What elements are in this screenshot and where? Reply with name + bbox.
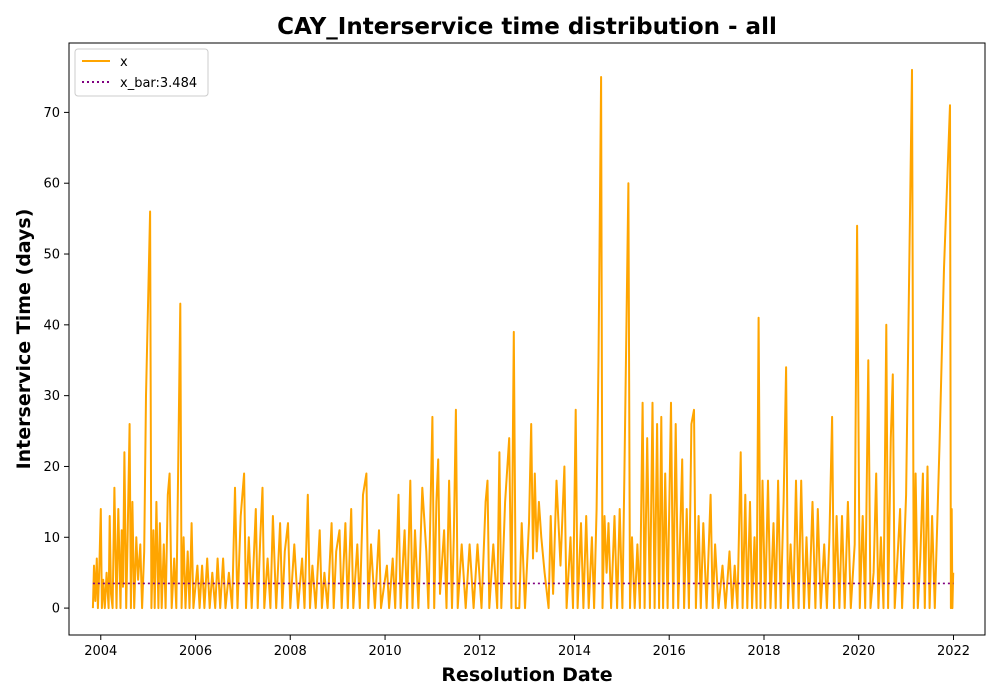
legend-label-x-bar: x_bar:3.484 (120, 76, 197, 91)
y-tick-label: 60 (43, 177, 60, 192)
chart-title: CAY_Interservice time distribution - all (277, 14, 777, 40)
y-tick-label: 30 (43, 389, 60, 404)
y-tick-label: 10 (43, 531, 60, 546)
x-tick-label: 2014 (558, 644, 591, 659)
x-tick-label: 2016 (653, 644, 686, 659)
y-tick-label: 0 (52, 602, 60, 617)
x-tick-label: 2012 (463, 644, 496, 659)
x-tick-label: 2004 (84, 644, 117, 659)
y-tick-label: 50 (43, 248, 60, 263)
legend-label-x: x (120, 55, 128, 70)
x-axis-label: Resolution Date (441, 664, 612, 686)
y-tick-label: 20 (43, 460, 60, 475)
y-tick-label: 40 (43, 318, 60, 333)
x-tick-label: 2018 (747, 644, 780, 659)
x-tick-label: 2008 (274, 644, 307, 659)
x-tick-label: 2006 (179, 644, 212, 659)
legend: x x_bar:3.484 (75, 49, 208, 96)
x-tick-label: 2020 (842, 644, 875, 659)
y-axis-label: Interservice Time (days) (13, 209, 35, 470)
x-tick-label: 2022 (937, 644, 970, 659)
x-tick-label: 2010 (369, 644, 402, 659)
y-tick-label: 70 (43, 106, 60, 121)
